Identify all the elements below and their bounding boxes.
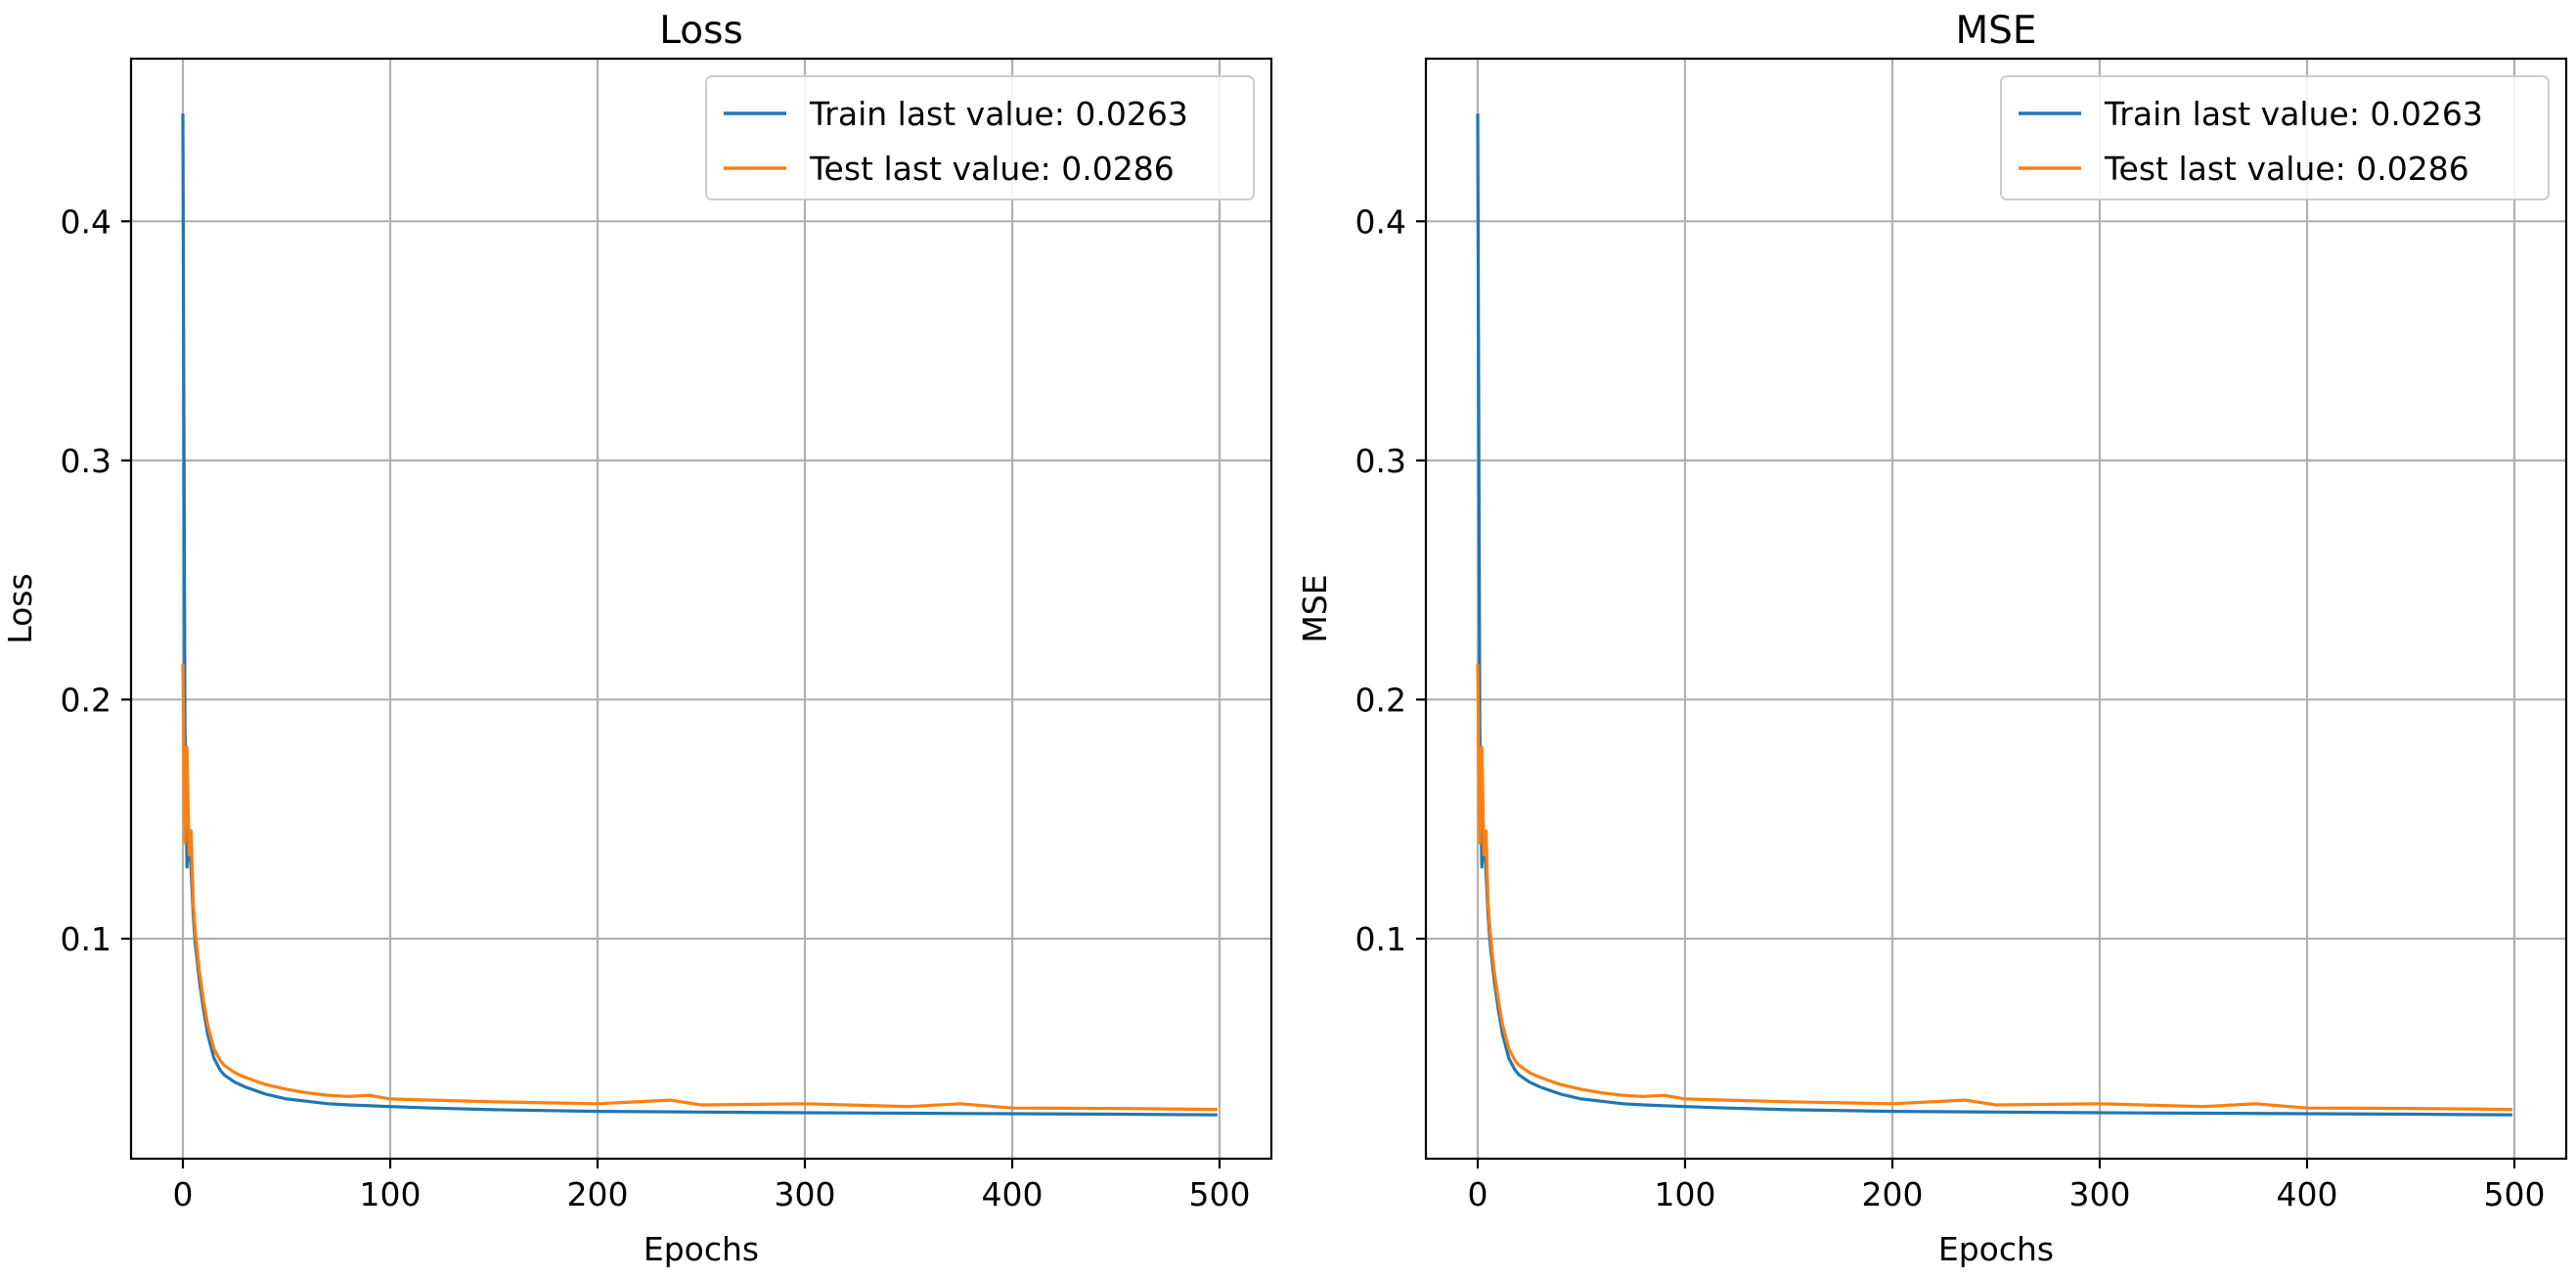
chart-1-y-tick-label-0: 0.1: [61, 920, 111, 958]
chart-1-legend: Train last value: 0.0263 Test last value:…: [705, 75, 1255, 200]
chart-2-y-axis-label: MSE: [1296, 574, 1334, 642]
chart-1-legend-box: [705, 75, 1255, 200]
chart-2-axes-frame: [1424, 57, 2568, 1161]
chart-2-x-tick-label-5: 500: [2484, 1175, 2546, 1213]
chart-2-series-line-train: [1476, 113, 2512, 1117]
chart-1-x-axis-label: Epochs: [644, 1230, 759, 1268]
chart-panel-2: 0 100 200 300 400 500 0.1 0.2 0.3 0.4 MSE Epochs MSE…: [1296, 9, 2568, 1268]
chart-1-x-tick-label-3: 300: [775, 1175, 836, 1213]
chart-2-x-tick-label-1: 100: [1655, 1175, 1716, 1213]
chart-1-x-tick-label-2: 200: [567, 1175, 629, 1213]
chart-1-x-tick-label-0: 0: [173, 1175, 194, 1213]
chart-1-title: Loss: [659, 9, 743, 53]
chart-2-x-tick-label-2: 200: [1862, 1175, 1924, 1213]
chart-1-series-line-train: [181, 113, 1218, 1117]
chart-2-legend-box: [2000, 75, 2550, 200]
chart-2-legend-label-test: Test last value: 0.0286: [2104, 150, 2469, 188]
chart-1-y-tick-label-1: 0.2: [61, 681, 111, 719]
chart-1-axes-frame: [129, 57, 1273, 1161]
chart-2-y-tick-label-2: 0.3: [1355, 442, 1406, 480]
chart-panel-1: 0 100 200 300 400 500 0.1 0.2 0.3 0.4 Loss Epochs Lo…: [1, 9, 1273, 1268]
chart-2-y-tick-label-0: 0.1: [1355, 920, 1406, 958]
chart-2-y-tick-label-3: 0.4: [1355, 202, 1406, 241]
chart-2-legend-label-train: Train last value: 0.0263: [2104, 95, 2483, 133]
chart-1-x-tick-label-4: 400: [982, 1175, 1044, 1213]
chart-2-title: MSE: [1955, 9, 2036, 53]
chart-1-x-tick-label-1: 100: [360, 1175, 422, 1213]
chart-1-legend-label-train: Train last value: 0.0263: [809, 95, 1188, 133]
chart-2-x-tick-label-3: 300: [2069, 1175, 2131, 1213]
chart-2-legend: Train last value: 0.0263 Test last value:…: [2000, 75, 2550, 200]
chart-2-series-line-test: [1476, 663, 2512, 1112]
chart-1-legend-label-test: Test last value: 0.0286: [809, 150, 1175, 188]
chart-2-y-tick-label-1: 0.2: [1355, 681, 1406, 719]
chart-1-y-axis-label: Loss: [1, 573, 39, 643]
chart-2-x-axis-label: Epochs: [1938, 1230, 2054, 1268]
chart-1-y-tick-label-2: 0.3: [61, 442, 111, 480]
chart-2-x-tick-label-4: 400: [2277, 1175, 2338, 1213]
chart-2-x-tick-label-0: 0: [1468, 1175, 1488, 1213]
chart-1-y-tick-label-3: 0.4: [61, 202, 111, 241]
chart-1-series-line-test: [181, 663, 1218, 1112]
chart-1-x-tick-label-5: 500: [1189, 1175, 1251, 1213]
